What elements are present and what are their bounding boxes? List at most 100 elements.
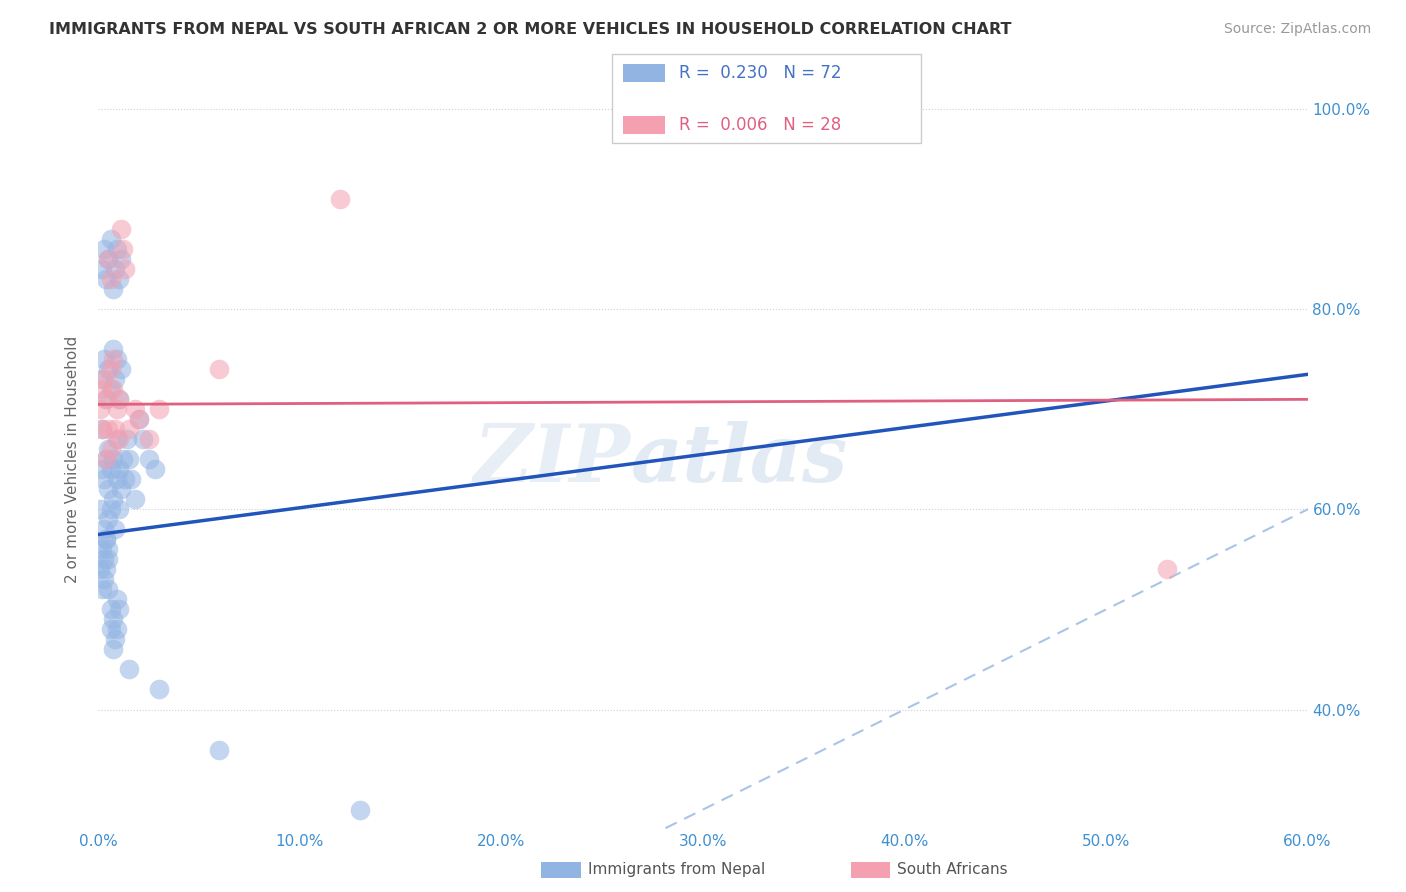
Point [93,352,115,367]
Point [93,573,115,587]
Point [1156,562,1178,576]
Point [148,402,170,417]
Point [148,682,170,697]
Point [97,252,120,267]
Point [329,192,352,206]
Point [91,262,114,277]
Point [96,533,118,547]
Point [97,542,120,557]
Point [97,483,120,497]
Point [110,252,132,267]
Point [96,392,118,407]
Point [105,592,128,607]
Point [91,372,114,386]
Point [208,742,231,756]
Point [100,362,122,376]
Point [103,523,125,537]
Point [100,602,122,616]
Point [105,352,128,367]
Point [110,483,132,497]
Point [120,472,142,486]
Point [110,222,132,236]
Point [124,402,146,417]
Point [105,623,128,637]
Point [124,492,146,507]
Point [101,612,124,626]
Point [97,362,120,376]
Point [103,262,125,277]
Point [97,442,120,457]
Text: Immigrants from Nepal: Immigrants from Nepal [588,863,765,877]
Point [138,433,160,447]
Point [91,542,114,557]
Point [349,803,371,817]
Point [96,272,118,286]
Point [107,272,129,286]
Point [93,523,115,537]
Point [91,422,114,436]
Point [111,242,134,256]
Point [100,502,122,516]
Point [132,433,155,447]
Point [114,262,136,277]
Point [97,582,120,597]
Point [101,343,124,357]
Point [89,402,111,417]
Point [91,462,114,476]
Point [128,412,150,426]
Point [101,492,124,507]
Point [105,242,128,256]
Point [101,382,124,396]
Y-axis label: 2 or more Vehicles in Household: 2 or more Vehicles in Household [65,335,80,583]
Point [114,472,136,486]
Point [91,382,114,396]
Point [143,462,166,476]
Point [110,362,132,376]
Point [101,282,124,296]
Text: atlas: atlas [630,421,848,498]
Point [105,402,128,417]
Point [103,372,125,386]
Point [97,512,120,526]
Point [107,502,129,516]
Point [93,372,115,386]
Point [93,552,115,566]
Point [115,433,138,447]
Point [96,452,118,467]
Point [128,412,150,426]
Point [100,272,122,286]
Point [91,422,114,436]
Point [101,642,124,657]
Point [97,252,120,267]
Point [101,452,124,467]
Point [97,422,120,436]
Text: South Africans: South Africans [897,863,1008,877]
Point [101,352,124,367]
Text: R =  0.230   N = 72: R = 0.230 N = 72 [679,64,842,82]
Point [111,452,134,467]
Point [208,362,231,376]
Point [103,632,125,647]
Point [91,582,114,597]
Point [96,562,118,576]
Point [107,462,129,476]
Point [100,462,122,476]
Point [118,422,141,436]
Point [100,623,122,637]
Point [100,382,122,396]
Point [96,392,118,407]
Point [103,422,125,436]
Point [105,433,128,447]
Point [105,472,128,486]
Point [89,502,111,516]
Point [100,232,122,246]
Text: ZIP: ZIP [474,421,630,498]
Point [97,552,120,566]
Point [96,452,118,467]
Point [107,602,129,616]
Point [96,533,118,547]
Point [118,663,141,677]
Point [107,392,129,407]
Point [89,562,111,576]
Point [100,442,122,457]
